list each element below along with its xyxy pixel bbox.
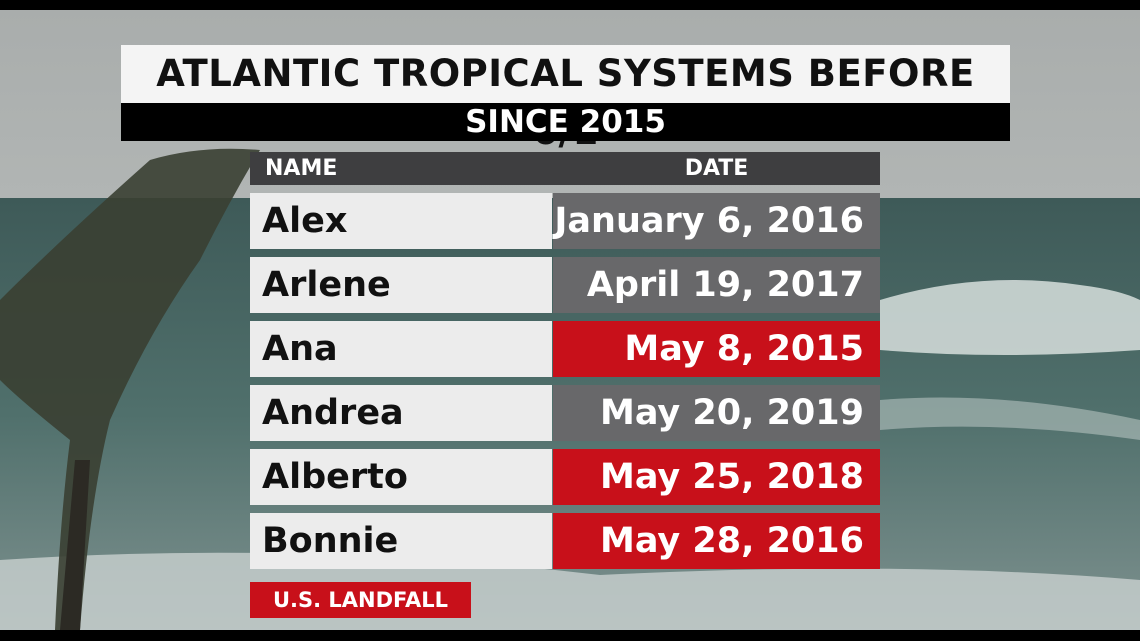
legend: U.S. LANDFALL (250, 582, 471, 618)
table-row: Bonnie May 28, 2016 (250, 513, 880, 569)
date-cell: May 8, 2015 (553, 321, 880, 377)
subtitle: SINCE 2015 (121, 103, 1010, 141)
date-cell: January 6, 2016 (553, 193, 880, 249)
date-cell: May 28, 2016 (553, 513, 880, 569)
name-cell: Ana (250, 321, 552, 377)
table-header: NAME DATE (250, 152, 880, 185)
title: ATLANTIC TROPICAL SYSTEMS BEFORE 6/1 (121, 45, 1010, 153)
name-cell: Arlene (250, 257, 552, 313)
table-row: Ana May 8, 2015 (250, 321, 880, 377)
name-cell: Bonnie (250, 513, 552, 569)
date-cell: May 20, 2019 (553, 385, 880, 441)
table-row: Alex January 6, 2016 (250, 193, 880, 249)
column-header: NAME (265, 156, 338, 181)
table-row: Alberto May 25, 2018 (250, 449, 880, 505)
table-row: Arlene April 19, 2017 (250, 257, 880, 313)
date-cell: May 25, 2018 (553, 449, 880, 505)
table-row: Andrea May 20, 2019 (250, 385, 880, 441)
date-cell: April 19, 2017 (553, 257, 880, 313)
column-header: DATE (684, 156, 749, 181)
name-cell: Andrea (250, 385, 552, 441)
name-cell: Alex (250, 193, 552, 249)
name-cell: Alberto (250, 449, 552, 505)
